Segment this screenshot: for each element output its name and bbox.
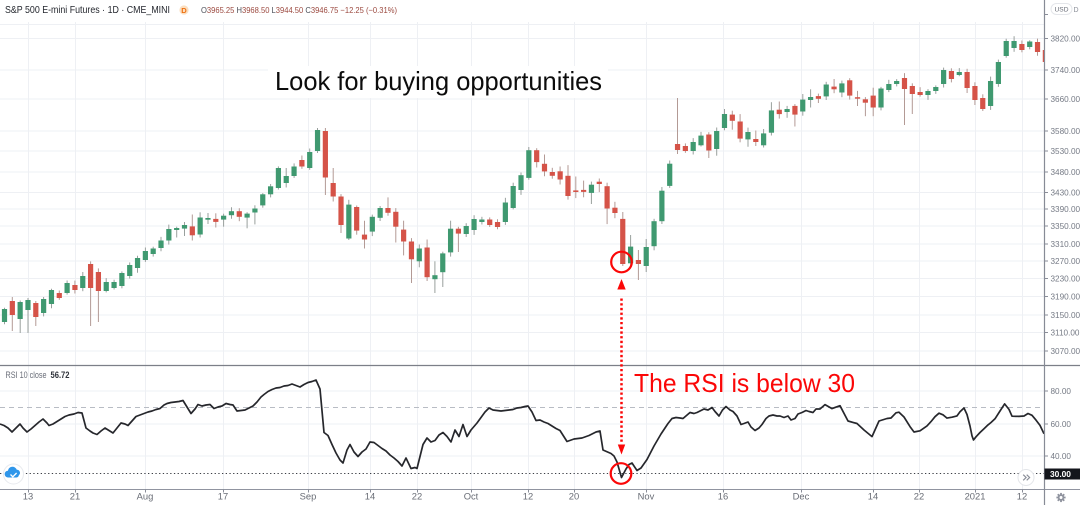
svg-text:3430.00: 3430.00 xyxy=(1051,189,1080,198)
svg-text:S&P 500 E-mini Futures · 1D ·: S&P 500 E-mini Futures · 1D · CME_MINI xyxy=(5,4,170,16)
svg-text:12: 12 xyxy=(523,491,533,502)
svg-text:56.72: 56.72 xyxy=(51,370,70,380)
svg-text:3530.00: 3530.00 xyxy=(1051,147,1080,156)
svg-text:3580.00: 3580.00 xyxy=(1051,127,1080,136)
svg-text:22: 22 xyxy=(412,491,422,502)
svg-text:3480.00: 3480.00 xyxy=(1051,168,1080,177)
svg-text:3190.00: 3190.00 xyxy=(1051,293,1080,302)
svg-text:3740.00: 3740.00 xyxy=(1051,66,1080,75)
svg-text:3070.00: 3070.00 xyxy=(1051,347,1080,356)
svg-text:17: 17 xyxy=(218,491,228,502)
svg-text:Oct: Oct xyxy=(464,491,479,502)
svg-text:22: 22 xyxy=(914,491,924,502)
svg-text:Sep: Sep xyxy=(300,491,317,502)
svg-text:21: 21 xyxy=(70,491,80,502)
svg-text:Nov: Nov xyxy=(638,491,655,502)
svg-text:Aug: Aug xyxy=(137,491,154,502)
svg-text:2021: 2021 xyxy=(965,491,986,502)
svg-text:3150.00: 3150.00 xyxy=(1051,311,1080,320)
svg-text:Look for buying opportunities: Look for buying opportunities xyxy=(275,66,602,96)
svg-text:3310.00: 3310.00 xyxy=(1051,240,1080,249)
svg-text:D: D xyxy=(181,6,187,15)
svg-text:USD: USD xyxy=(1055,7,1069,14)
svg-text:Dec: Dec xyxy=(793,491,810,502)
svg-text:The RSI is below 30: The RSI is below 30 xyxy=(634,368,855,398)
svg-text:14: 14 xyxy=(365,491,375,502)
svg-text:D: D xyxy=(1073,7,1078,14)
svg-text:13: 13 xyxy=(23,491,33,502)
svg-text:3350.00: 3350.00 xyxy=(1051,222,1080,231)
svg-text:12: 12 xyxy=(1017,491,1027,502)
svg-text:3390.00: 3390.00 xyxy=(1051,205,1080,214)
svg-text:14: 14 xyxy=(868,491,878,502)
svg-text:3820.00: 3820.00 xyxy=(1051,35,1080,44)
svg-text:O3965.25 H3968.50 L3944.50 C39: O3965.25 H3968.50 L3944.50 C3946.75 −12.… xyxy=(201,5,397,15)
svg-text:3660.00: 3660.00 xyxy=(1051,95,1080,104)
svg-text:3270.00: 3270.00 xyxy=(1051,257,1080,266)
svg-text:RSI 10 close: RSI 10 close xyxy=(6,370,47,380)
svg-text:40.00: 40.00 xyxy=(1051,452,1072,461)
svg-text:3110.00: 3110.00 xyxy=(1051,329,1080,338)
svg-text:20: 20 xyxy=(569,491,579,502)
svg-text:3230.00: 3230.00 xyxy=(1051,275,1080,284)
svg-text:60.00: 60.00 xyxy=(1051,420,1072,429)
svg-text:30.00: 30.00 xyxy=(1050,469,1071,479)
svg-text:80.00: 80.00 xyxy=(1051,387,1072,396)
svg-text:16: 16 xyxy=(718,491,728,502)
